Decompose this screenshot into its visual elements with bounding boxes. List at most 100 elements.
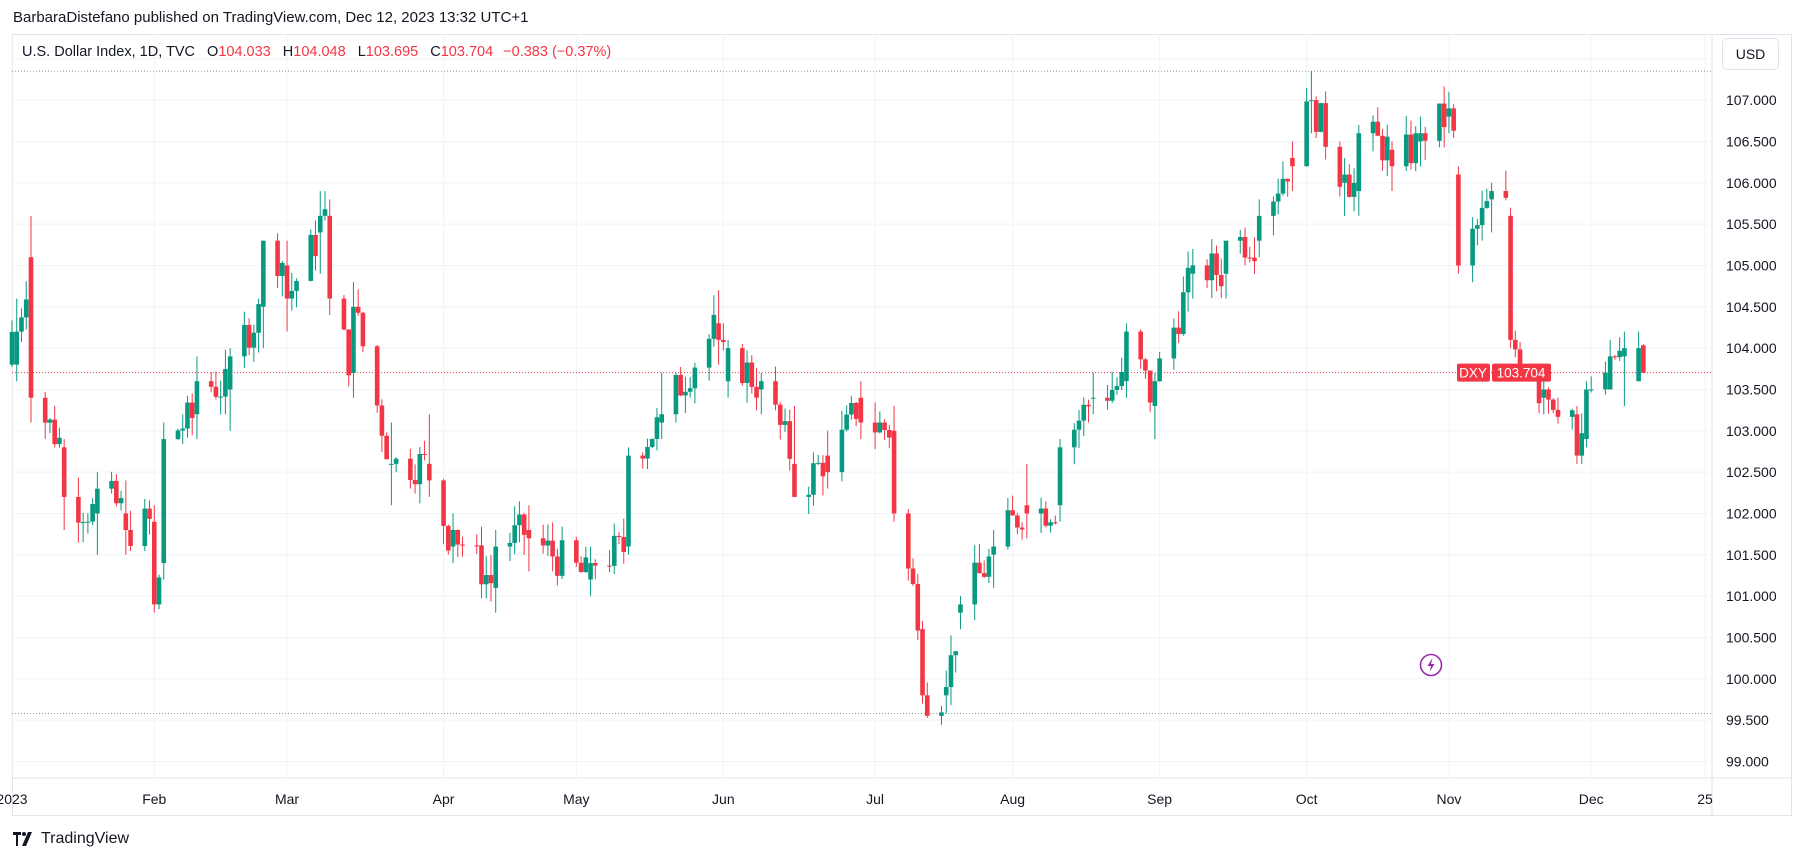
candle-body <box>1015 515 1020 528</box>
candle-body <box>1076 420 1082 430</box>
candle-body <box>649 438 655 448</box>
candle-body <box>175 430 181 440</box>
candle-body <box>1038 508 1044 514</box>
y-tick-label: 105.000 <box>1726 257 1777 273</box>
candle-body <box>322 209 328 216</box>
candle-body <box>521 514 527 535</box>
tradingview-footer[interactable]: TradingView <box>13 830 129 848</box>
y-tick-label: 100.000 <box>1726 671 1777 687</box>
candle-body <box>953 651 959 656</box>
candle-body <box>256 304 261 333</box>
candle-body <box>1403 134 1409 167</box>
candle-body <box>1237 236 1243 241</box>
candle-body <box>142 508 148 546</box>
legend-title: U.S. Dollar Index, 1D, TVC <box>22 44 195 60</box>
currency-button[interactable]: USD <box>1722 38 1779 70</box>
candle-body <box>479 545 484 585</box>
candle-body <box>673 374 679 415</box>
candle-body <box>308 234 314 281</box>
candle-body <box>1437 103 1442 141</box>
x-tick-label: May <box>563 791 589 807</box>
candle-body <box>351 306 356 373</box>
x-tick-label: Sep <box>1147 791 1172 807</box>
candle-body <box>1541 389 1547 398</box>
candle-body <box>23 299 29 318</box>
candle-body <box>384 435 389 460</box>
candle-body <box>725 348 731 382</box>
y-tick-label: 102.000 <box>1726 505 1777 521</box>
candle-body <box>640 455 646 459</box>
candle-body <box>611 535 617 566</box>
candle-body <box>687 388 693 392</box>
candle-body <box>1550 399 1556 410</box>
candle-body <box>839 429 845 473</box>
candle-body <box>1569 410 1575 417</box>
candle-body <box>858 397 864 423</box>
candle-body <box>1475 225 1480 229</box>
candle-body <box>114 480 119 504</box>
candle-body <box>1152 381 1158 406</box>
legend-close-value: 103.704 <box>440 44 494 60</box>
candle-body <box>1214 253 1219 275</box>
candle-body <box>550 540 555 557</box>
candle-body <box>76 496 81 523</box>
candle-body <box>393 458 399 464</box>
candle-body <box>1086 404 1091 407</box>
x-tick-label: Nov <box>1436 791 1461 807</box>
candle-body <box>1157 358 1162 382</box>
candle-body <box>1508 215 1513 340</box>
candle-body <box>488 575 494 584</box>
candle-body <box>208 381 214 387</box>
candle-body <box>161 439 167 564</box>
candle-body <box>1446 108 1452 117</box>
candle-body <box>1622 348 1627 357</box>
legend-high-label: H <box>282 44 294 60</box>
candle-body <box>1380 135 1385 161</box>
candle-body <box>14 331 20 365</box>
candle-body <box>42 397 48 423</box>
candle-body <box>327 215 333 299</box>
candle-body <box>773 381 778 405</box>
candle-body <box>1147 370 1153 403</box>
candle-body <box>991 546 996 555</box>
candle-body <box>1513 339 1518 350</box>
candle-body <box>1313 100 1319 132</box>
candle-body <box>1109 389 1115 401</box>
x-tick-label: Dec <box>1579 791 1604 807</box>
candle-body <box>360 312 366 347</box>
candle-body <box>95 488 100 514</box>
candle-body <box>1588 389 1594 391</box>
lightning-icon[interactable] <box>1419 653 1443 677</box>
candle-body <box>887 429 892 438</box>
candle-body <box>1555 409 1561 417</box>
candle-body <box>1057 447 1063 506</box>
y-tick-label: 104.000 <box>1726 340 1777 356</box>
candle-body <box>1256 215 1262 241</box>
candle-body <box>787 421 793 459</box>
candle-body <box>242 324 247 357</box>
y-tick-label: 101.500 <box>1726 547 1777 563</box>
candle-body <box>294 280 299 291</box>
candle-body <box>1408 134 1414 164</box>
candle-body <box>711 314 717 339</box>
candle-body <box>61 447 67 497</box>
candle-body <box>1375 121 1381 136</box>
candle-body <box>1484 201 1490 208</box>
candle-body <box>555 556 560 576</box>
candle-body <box>1612 356 1618 358</box>
candle-body <box>417 453 423 485</box>
candle-body <box>1119 371 1124 387</box>
candle-body <box>52 419 57 445</box>
candle-body <box>507 542 513 547</box>
candle-body <box>218 396 223 398</box>
candle-body <box>1010 510 1015 516</box>
candle-body <box>1441 103 1447 128</box>
candle-body <box>749 362 755 387</box>
candle-body <box>408 458 413 481</box>
candle-body <box>1389 149 1395 167</box>
candle-body <box>422 453 427 455</box>
candle-body <box>958 604 963 613</box>
candle-body <box>223 368 228 397</box>
candle-body <box>811 463 816 495</box>
